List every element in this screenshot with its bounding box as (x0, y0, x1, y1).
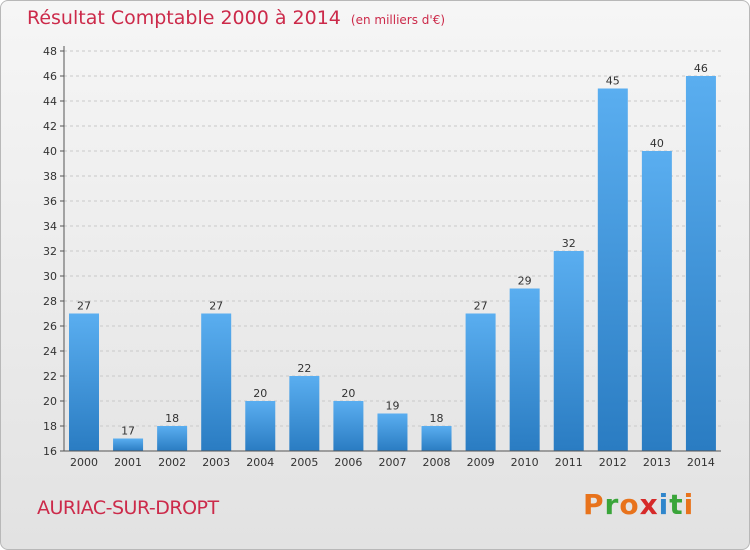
logo-letter: o (619, 488, 640, 521)
y-tick-label: 28 (43, 295, 57, 308)
data-label-2003: 27 (209, 300, 223, 313)
y-tick-label: 24 (43, 345, 57, 358)
data-label-2004: 20 (253, 387, 267, 400)
data-label-2002: 18 (165, 412, 179, 425)
data-label-2007: 19 (385, 400, 399, 413)
y-tick-label: 30 (43, 270, 57, 283)
proxiti-logo[interactable]: Proxiti (583, 488, 694, 521)
x-tick-label: 2005 (290, 456, 318, 469)
x-tick-label: 2003 (202, 456, 230, 469)
data-label-2009: 27 (474, 300, 488, 313)
data-label-2006: 20 (341, 387, 355, 400)
data-label-2012: 45 (606, 75, 620, 88)
bar-2014 (685, 76, 716, 451)
data-label-2010: 29 (518, 275, 532, 288)
y-tick-label: 44 (43, 95, 57, 108)
chart-title: Résultat Comptable 2000 à 2014 (en millie… (27, 7, 445, 29)
logo-letter: x (639, 488, 659, 521)
y-tick-label: 42 (43, 120, 57, 133)
bar-2006 (333, 401, 364, 451)
bar-2004 (245, 401, 276, 451)
y-tick-label: 40 (43, 145, 57, 158)
title-text: Résultat Comptable 2000 à 2014 (27, 7, 341, 29)
commune-name: AURIAC-SUR-DROPT (37, 497, 219, 519)
bar-2002 (157, 426, 188, 451)
bars: 27 17 18 27 20 22 20 19 18 27 29 32 45 40 46 (69, 62, 716, 451)
x-tick-label: 2001 (114, 456, 142, 469)
bar-2007 (377, 413, 408, 451)
y-tick-label: 22 (43, 370, 57, 383)
bar-2000 (69, 313, 99, 451)
x-tick-label: 2013 (643, 456, 671, 469)
x-axis: 2000 2001 2002 2003 2004 2005 2006 2007 2008 2009… (64, 450, 721, 469)
data-label-2001: 17 (121, 425, 135, 438)
logo-letter: t (669, 488, 684, 521)
bar-2011 (553, 251, 584, 451)
y-tick-label: 34 (43, 220, 57, 233)
logo-letter: i (658, 488, 670, 521)
logo-letter: i (683, 488, 695, 521)
y-tick-label: 48 (43, 45, 57, 58)
x-tick-label: 2008 (423, 456, 451, 469)
data-label-2014: 46 (694, 62, 708, 75)
y-tick-label: 38 (43, 170, 57, 183)
bar-2005 (289, 376, 320, 451)
x-tick-label: 2012 (599, 456, 627, 469)
y-tick-label: 36 (43, 195, 57, 208)
bar-2008 (421, 426, 452, 451)
bar-2003 (201, 313, 232, 451)
y-tick-label: 16 (43, 445, 57, 458)
y-axis: 16 18 20 22 24 26 28 30 32 34 36 38 40 42 44 46 48 (43, 45, 65, 458)
bar-2013 (641, 151, 672, 451)
bar-2009 (465, 313, 496, 451)
data-label-2011: 32 (562, 237, 576, 250)
x-tick-label: 2011 (555, 456, 583, 469)
bar-2012 (597, 88, 628, 451)
x-tick-label: 2007 (378, 456, 406, 469)
data-label-2008: 18 (430, 412, 444, 425)
y-tick-label: 46 (43, 70, 57, 83)
x-tick-label: 2002 (158, 456, 186, 469)
x-tick-label: 2000 (70, 456, 98, 469)
bar-2010 (509, 288, 540, 451)
logo-letter: r (604, 488, 620, 521)
bar-2001 (113, 438, 144, 451)
x-tick-label: 2009 (467, 456, 495, 469)
title-unit: (en milliers d'€) (350, 13, 446, 27)
data-label-2005: 22 (297, 362, 311, 375)
y-tick-label: 32 (43, 245, 57, 258)
y-tick-label: 20 (43, 395, 57, 408)
data-label-2013: 40 (650, 137, 664, 150)
logo-letter: P (583, 488, 605, 521)
bar-chart: 16 18 20 22 24 26 28 30 32 34 36 38 40 42 44 46 48 27 17 1… (43, 45, 721, 469)
x-tick-label: 2010 (511, 456, 539, 469)
x-tick-label: 2004 (246, 456, 274, 469)
data-label-2000: 27 (77, 300, 91, 313)
y-tick-label: 18 (43, 420, 57, 433)
y-tick-label: 26 (43, 320, 57, 333)
x-tick-label: 2014 (687, 456, 715, 469)
x-tick-label: 2006 (334, 456, 362, 469)
